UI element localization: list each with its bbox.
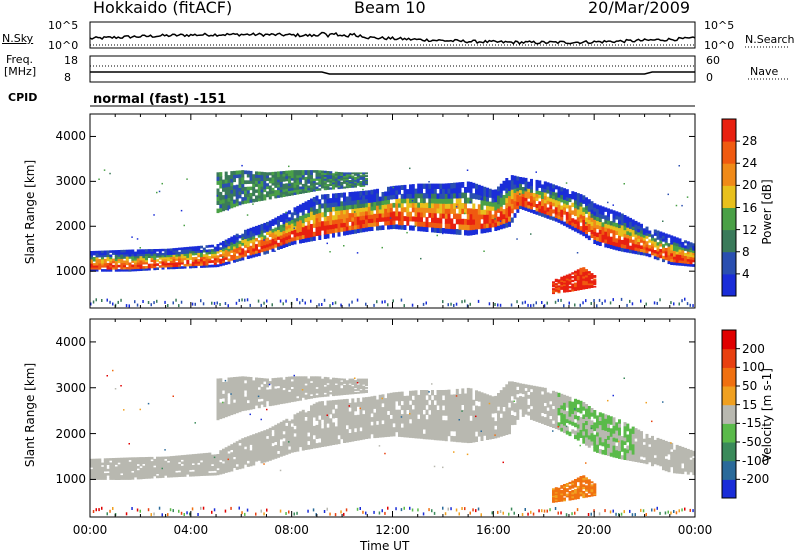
freq-label-line2: [MHz] [4,65,37,78]
power-colorbar-swatch [722,163,736,186]
x-tick-label: 16:00 [476,523,511,537]
velocity-colorbar [721,329,740,499]
power-colorbar-swatch [722,141,736,164]
velocity-colorbar-swatch [722,386,736,406]
power-colorbar-tick-label: 20 [742,178,758,193]
x-tick-label: 00:00 [677,523,713,537]
power-colorbar-tick-label: 12 [742,222,758,237]
noise-bottom-tick: 10^0 [48,39,79,52]
beam-title: Beam 10 [354,0,426,17]
date-title: 20/Mar/2009 [588,0,691,17]
power-colorbar-tick-label: 8 [742,244,750,259]
power-colorbar-tick-label: 28 [742,134,758,149]
power-colorbar-tick-label: 24 [742,156,758,171]
velocity-colorbar-swatch [722,348,736,368]
noise-top-tick-right: 10^5 [704,19,735,32]
power-colorbar-swatch [722,251,736,275]
velocity-colorbar-tick-label: 50 [742,379,758,393]
velocity-colorbar-swatch [722,442,736,462]
power-colorbar-swatch [722,185,736,208]
x-tick-label: 04:00 [173,523,209,537]
freq-frame [89,55,696,83]
velocity-colorbar-tick-label: 100 [742,360,765,375]
power-ytick-label: 2000 [55,219,86,234]
x-tick-label: 00:00 [72,523,108,537]
noise-panel [89,21,790,49]
station-title: Hokkaido (fitACF) [93,0,233,17]
x-axis-label: Time UT [360,539,410,553]
power-ytick-label: 3000 [55,174,86,189]
x-tick-label: 12:00 [375,523,410,537]
noise-bottom-tick-right: 10^0 [704,39,735,52]
velocity-colorbar-frame [721,329,737,499]
nave-bottom-tick: 0 [706,71,713,84]
nsearch-label: N.Search [745,33,795,46]
x-tick-label: 08:00 [274,523,309,537]
velocity-colorbar-tick-label: 200 [742,341,765,356]
velocity-panel [89,318,696,518]
velocity-colorbar-swatch [722,404,736,424]
velocity-colorbar-tick-label: 15 [742,397,758,412]
frequency-panel [89,55,790,107]
noise-sky-line [89,31,696,45]
nave-label: Nave [750,65,779,78]
velocity-colorbar-tick-label: -50 [742,435,762,449]
velocity-ytick-label: 3000 [55,380,86,395]
power-colorbar [721,118,740,297]
cpid-value: normal (fast) -151 [93,92,227,107]
freq-label-line1: Freq. [6,53,34,66]
power-colorbar-swatch [722,273,736,297]
velocity-ytick-label: 1000 [55,472,86,487]
velocity-colorbar-swatch [722,330,736,350]
x-tick-label: 20:00 [576,523,612,537]
power-ytick-label: 1000 [55,264,86,279]
power-colorbar-swatch [722,207,736,231]
velocity-colorbar-swatch [722,460,736,480]
nsky-label: N.Sky [2,32,34,45]
power-panel [89,113,696,309]
power-colorbar-swatch [722,229,736,253]
nave-top-tick: 60 [706,54,720,67]
noise-top-tick: 10^5 [48,19,79,32]
velocity-colorbar-swatch [722,423,736,443]
power-colorbar-tick-label: 16 [742,200,758,215]
power-colorbar-swatch [722,119,736,142]
power-colorbar-tick-label: 4 [742,266,750,281]
velocity-colorbar-swatch [722,479,736,499]
velocity-ytick-label: 2000 [55,426,86,441]
cpid-label: CPID [8,91,38,104]
freq-line [90,71,695,75]
power-ytick-label: 4000 [55,129,86,144]
freq-bottom-tick: 8 [64,71,71,84]
velocity-colorbar-tick-label: -200 [742,472,770,487]
noise-frame [89,21,696,49]
freq-top-tick: 18 [64,54,78,67]
velocity-colorbar-swatch [722,367,736,387]
velocity-colorbar-tick-label: -15 [742,416,762,431]
velocity-ytick-label: 4000 [55,334,86,349]
velocity-colorbar-tick-label: -100 [742,453,770,468]
